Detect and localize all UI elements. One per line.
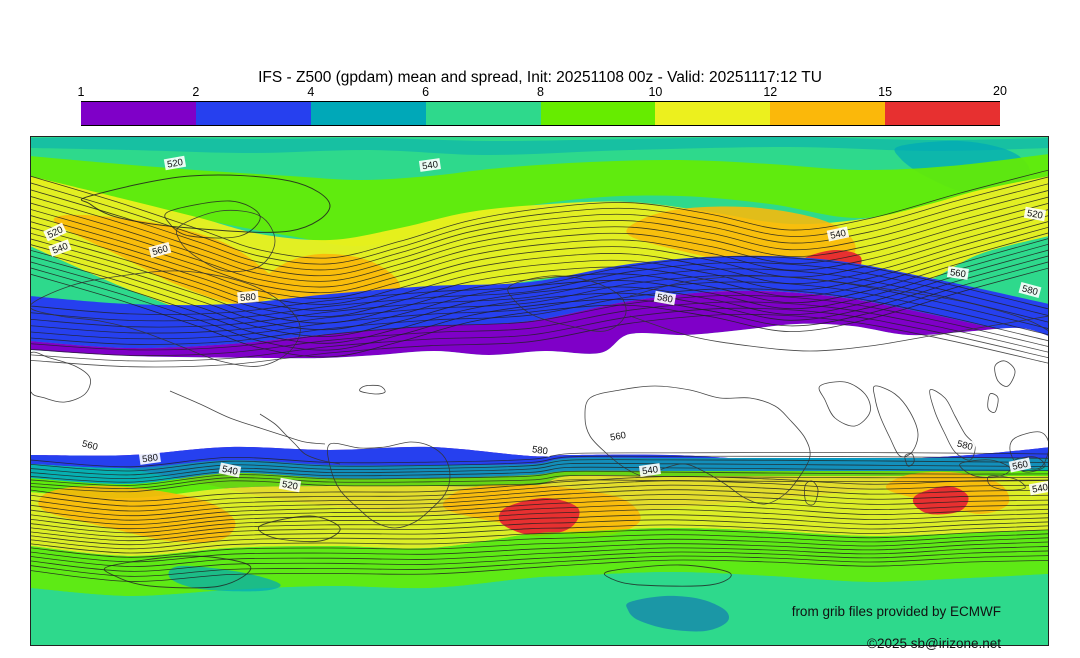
svg-text:540: 540 [641,464,658,477]
svg-text:540: 540 [421,159,438,172]
svg-text:580: 580 [531,444,548,457]
svg-text:580: 580 [141,452,158,465]
svg-text:580: 580 [240,292,257,304]
svg-text:560: 560 [949,267,966,280]
